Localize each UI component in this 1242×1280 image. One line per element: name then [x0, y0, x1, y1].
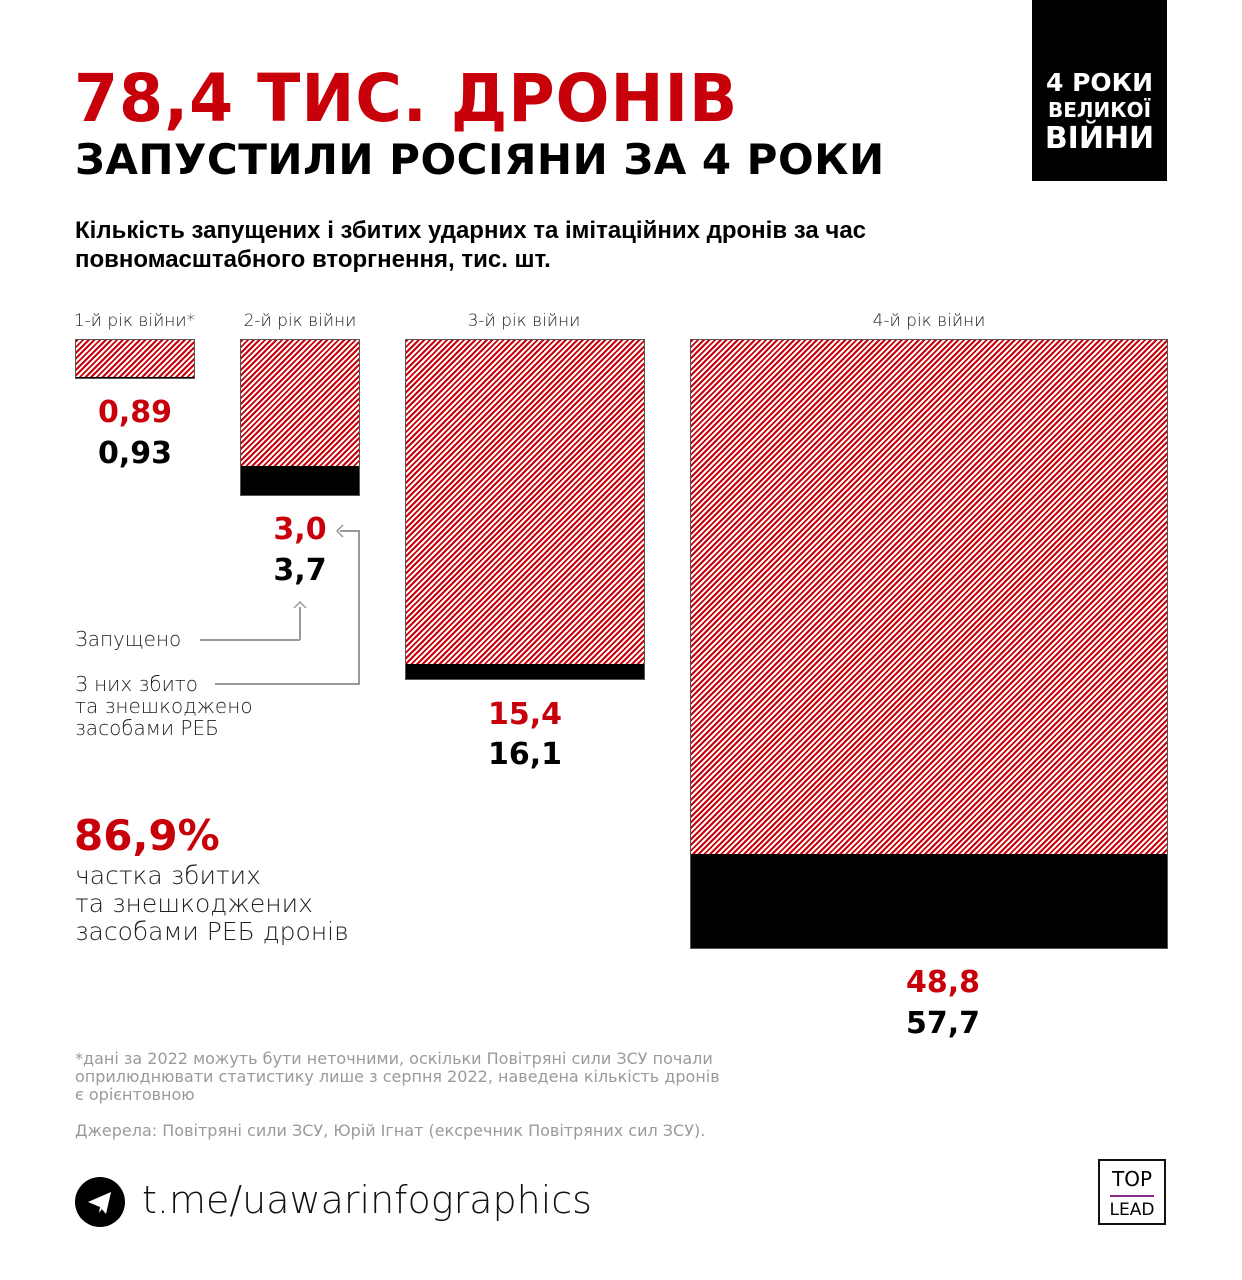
bar-year-1	[75, 339, 195, 379]
share-percent: 86,9%	[74, 811, 220, 860]
legend-launched: Запущено	[75, 627, 182, 651]
year-1-downed-value: 0,89	[97, 395, 173, 430]
bar-year-2	[240, 339, 360, 496]
logo-divider	[1110, 1195, 1154, 1197]
arrow-up-icon	[293, 600, 307, 609]
logo-top: TOP	[1111, 1167, 1153, 1191]
bar-year-3	[405, 339, 645, 680]
telegram-icon[interactable]	[75, 1177, 125, 1227]
legend-downed-1: З них збито	[75, 672, 198, 696]
badge-line2: ВЕЛИКОЇ	[1047, 98, 1152, 122]
year-4-downed-value: 48,8	[905, 965, 981, 1000]
share-desc-line3: засобами РЕБ дронів	[75, 917, 349, 946]
year-2-downed-value: 3,0	[273, 512, 327, 547]
badge-line3: ВІЙНИ	[1044, 121, 1155, 156]
year-1-label: 1-й рік війни*	[73, 311, 196, 331]
sources: Джерела: Повітряні сили ЗСУ, Юрій Ігнат …	[75, 1121, 706, 1140]
telegram-link[interactable]: t.me/uawarinfographics	[142, 1178, 592, 1222]
year-1-launched-value: 0,93	[97, 436, 173, 471]
connector-downed-top	[340, 530, 359, 532]
share-desc-line1: частка збитих	[75, 861, 261, 890]
year-3-label: 3-й рік війни	[467, 311, 581, 331]
legend-downed-2: та знешкоджено	[75, 694, 253, 718]
year-4-launched-value: 57,7	[905, 1006, 981, 1041]
footnote: *дані за 2022 можуть бути неточними, оск…	[75, 1049, 720, 1104]
year-3-downed-value: 15,4	[487, 697, 563, 732]
badge-line1: 4 РОКИ	[1045, 68, 1154, 97]
arrow-left-icon	[335, 524, 344, 538]
bar-year-3-not-downed	[406, 664, 644, 679]
year-4-label: 4-й рік війни	[872, 311, 986, 331]
bar-year-4	[690, 339, 1168, 949]
chart-subtitle: Кількість запущених і збитих ударних та …	[75, 217, 867, 273]
year-2-launched-value: 3,7	[273, 553, 327, 588]
share-desc-line2: та знешкоджених	[75, 889, 313, 918]
four-years-badge: 4 РОКИ ВЕЛИКОЇ ВІЙНИ	[1032, 0, 1167, 181]
connector-downed-horizontal	[215, 683, 360, 685]
connector-launched-horizontal	[200, 639, 300, 641]
bar-year-2-not-downed	[241, 466, 359, 495]
connector-downed-vertical	[358, 530, 360, 684]
legend-downed-3: засобами РЕБ	[75, 716, 219, 740]
year-2-label: 2-й рік війни	[243, 311, 357, 331]
bar-year-4-not-downed	[691, 854, 1167, 948]
headline-total: 78,4 ТИС. ДРОНІВ	[74, 60, 739, 137]
headline-sub: ЗАПУСТИЛИ РОСІЯНИ ЗА 4 РОКИ	[75, 135, 885, 184]
share-description: частка збитих та знешкоджених засобами Р…	[75, 862, 349, 946]
logo-bottom: LEAD	[1109, 1200, 1155, 1220]
year-3-launched-value: 16,1	[487, 737, 563, 772]
bar-year-1-not-downed	[76, 377, 194, 378]
toplead-logo: TOP LEAD	[1098, 1159, 1166, 1225]
connector-launched-vertical	[299, 607, 301, 640]
